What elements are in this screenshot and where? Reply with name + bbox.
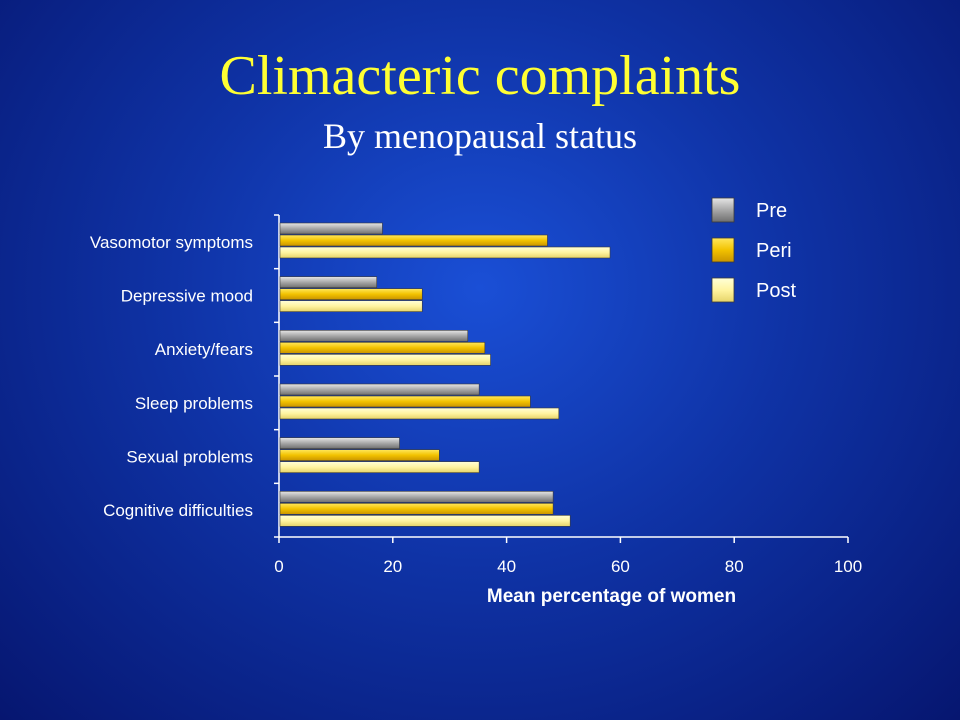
- category-label-sexual-problems: Sexual problems: [126, 448, 253, 467]
- bar-pre-sleep-problems: [279, 383, 480, 396]
- legend: Pre Peri Post: [711, 197, 796, 303]
- bar-post-sleep-problems: [279, 407, 560, 420]
- x-tick-label-20: 20: [383, 557, 402, 576]
- bar-post-depressive-mood: [279, 300, 423, 312]
- bar-peri-anxiety-fears: [279, 342, 486, 354]
- legend-swatch-pre: [711, 197, 735, 223]
- legend-label-pre: Pre: [756, 200, 787, 222]
- x-tick-label-40: 40: [497, 557, 516, 576]
- category-label-vasomotor-symptoms: Vasomotor symptoms: [90, 233, 253, 252]
- category-labels: Vasomotor symptoms Depressive mood Anxiety…: [90, 233, 253, 520]
- bar-peri-depressive-mood: [279, 288, 423, 300]
- category-label-anxiety-fears: Anxiety/fears: [155, 340, 253, 359]
- x-tick-label-60: 60: [611, 557, 630, 576]
- x-tick-labels: 0 20 40 60 80 100: [274, 557, 862, 576]
- category-label-depressive-mood: Depressive mood: [121, 287, 253, 306]
- bar-pre-anxiety-fears: [279, 330, 469, 342]
- bar-pre-depressive-mood: [279, 276, 378, 288]
- x-axis-title: Mean percentage of women: [487, 586, 736, 607]
- chart-axes: [274, 214, 849, 543]
- bar-post-anxiety-fears: [279, 354, 491, 366]
- bar-pre-vasomotor-symptoms: [279, 222, 383, 235]
- chart-bars: [279, 222, 611, 527]
- slide-title: Climacteric complaints: [219, 45, 741, 107]
- bar-post-vasomotor-symptoms: [279, 246, 611, 259]
- legend-label-peri: Peri: [756, 240, 792, 262]
- bar-post-sexual-problems: [279, 461, 480, 473]
- category-label-sleep-problems: Sleep problems: [135, 394, 253, 413]
- bar-pre-sexual-problems: [279, 437, 400, 449]
- slide-subtitle: By menopausal status: [323, 116, 637, 156]
- legend-swatch-peri: [711, 237, 735, 263]
- bar-peri-sleep-problems: [279, 395, 531, 408]
- bar-peri-cognitive-difficulties: [279, 503, 554, 515]
- legend-label-post: Post: [756, 280, 796, 302]
- bar-peri-vasomotor-symptoms: [279, 234, 548, 247]
- x-tick-label-100: 100: [834, 557, 862, 576]
- category-label-cognitive-difficulties: Cognitive difficulties: [103, 501, 253, 520]
- bar-post-cognitive-difficulties: [279, 515, 571, 527]
- legend-swatch-post: [711, 277, 735, 303]
- x-tick-label-80: 80: [725, 557, 744, 576]
- x-tick-label-0: 0: [274, 557, 283, 576]
- bar-pre-cognitive-difficulties: [279, 491, 554, 503]
- bar-peri-sexual-problems: [279, 449, 440, 461]
